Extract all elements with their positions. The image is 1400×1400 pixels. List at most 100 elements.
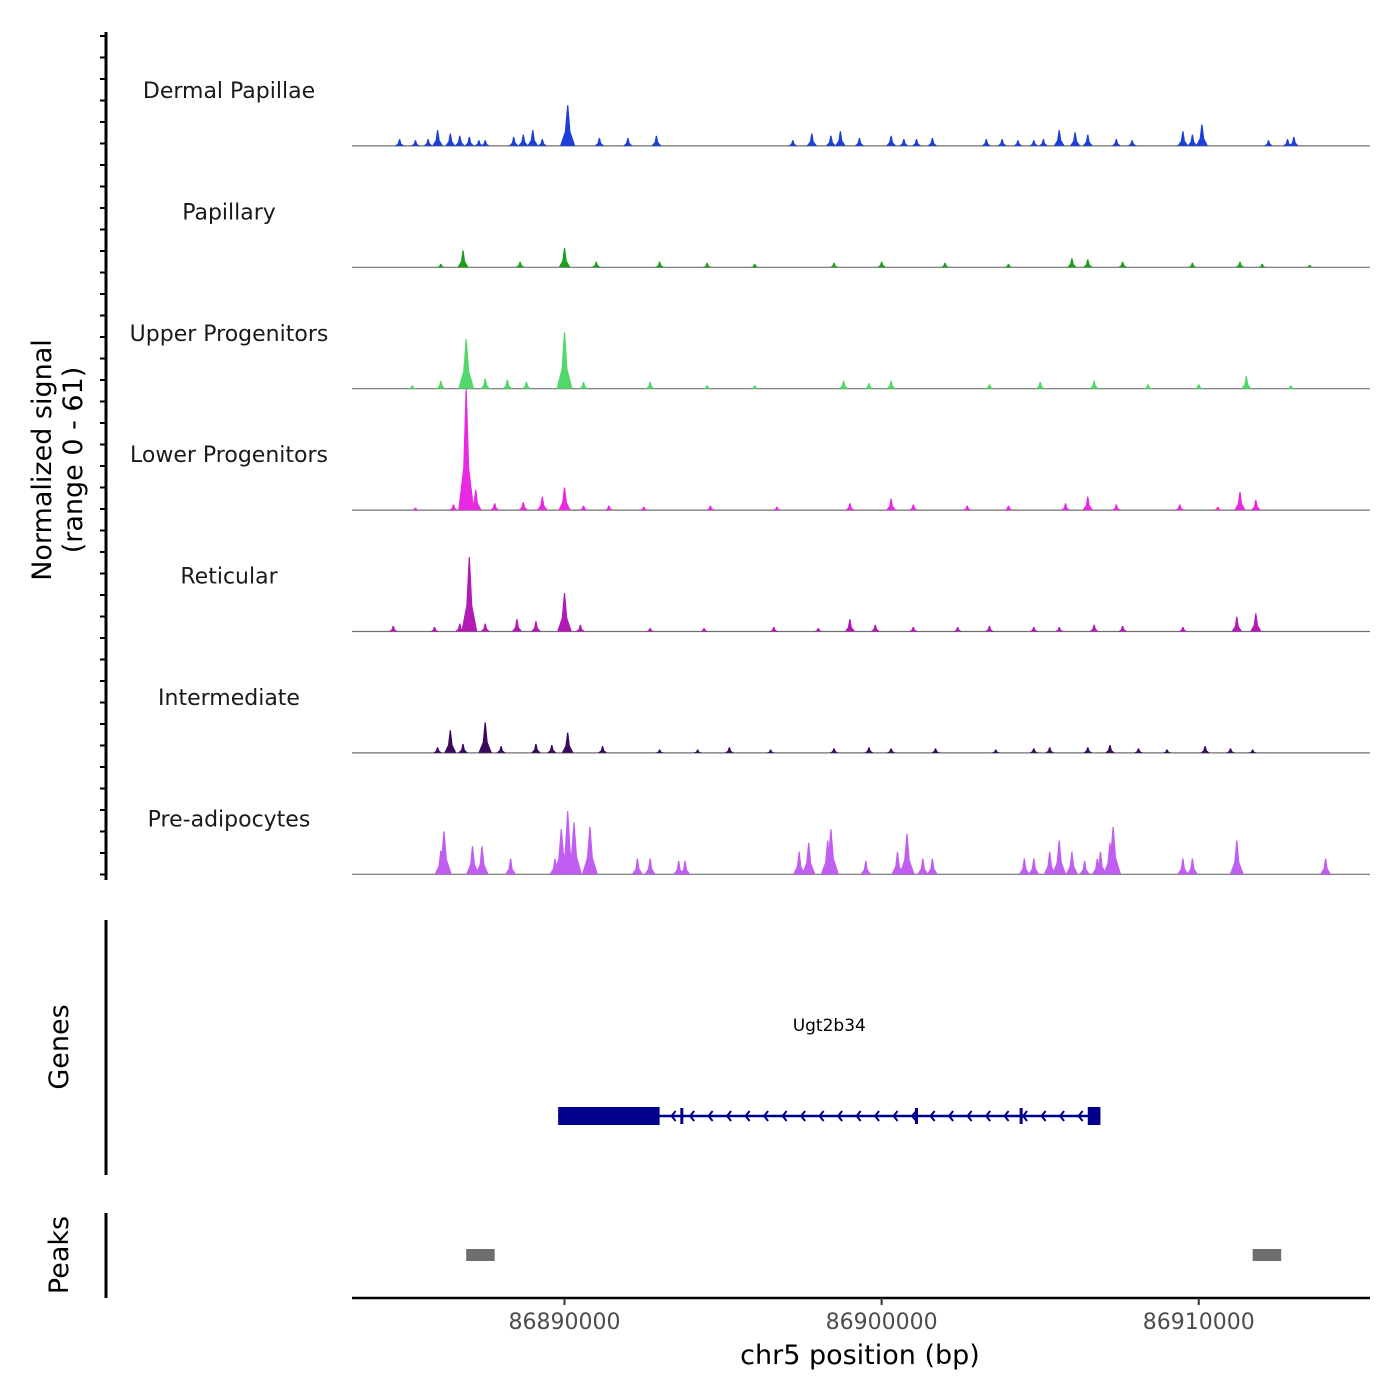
coverage-peak — [490, 503, 500, 511]
coverage-peak — [877, 261, 887, 268]
coverage-peak — [766, 749, 776, 753]
coverage-peak — [511, 619, 523, 632]
strand-arrow — [873, 1110, 880, 1122]
strand-arrow — [892, 1110, 899, 1122]
coverage-peak — [1111, 139, 1121, 146]
coverage-peak — [480, 378, 491, 389]
coverage-peak — [1082, 259, 1093, 268]
coverage-peak — [1175, 504, 1185, 511]
coverage-peak — [639, 506, 649, 511]
coverage-peak — [835, 131, 846, 146]
coverage-peak — [1143, 384, 1153, 389]
track-label: Pre-adipocytes — [148, 807, 311, 832]
coverage-peak — [1083, 747, 1093, 753]
coverage-peak — [1065, 851, 1078, 875]
track-label: Reticular — [180, 565, 278, 590]
coverage-peak — [561, 732, 574, 753]
coverage-peak — [480, 140, 490, 146]
coverage-peak — [432, 130, 444, 146]
coverage-peak — [953, 627, 963, 632]
coverage-peak — [870, 624, 880, 632]
coverage-peak — [829, 748, 839, 753]
coverage-peak — [673, 860, 684, 875]
coverage-peak — [457, 250, 469, 268]
peak-regions-track — [466, 1249, 1282, 1261]
coverage-peak — [806, 133, 818, 146]
coverage-peak — [433, 747, 443, 753]
coverage-peak — [537, 496, 548, 511]
coverage-peak — [623, 138, 633, 146]
coverage-peak — [591, 261, 601, 268]
coverage-track: Intermediate — [158, 686, 1370, 754]
coverage-peak — [991, 749, 1001, 753]
coverage-peak — [1029, 627, 1039, 632]
coverage-peak — [1035, 381, 1045, 389]
coverage-peak — [801, 842, 816, 875]
coverage-peak — [631, 858, 643, 875]
coverage-peak — [411, 507, 420, 511]
coverage-peak — [1195, 124, 1208, 146]
coverage-tracks: Dermal Papillae Papillary Upper Progenitor… — [130, 79, 1370, 875]
coverage-peak — [1045, 747, 1055, 753]
coverage-peak — [1178, 627, 1188, 632]
coverage-peak — [693, 749, 703, 753]
coverage-peak — [474, 140, 484, 146]
coverage-peak — [505, 858, 517, 875]
coverage-peak — [1229, 840, 1244, 875]
coverage-peak — [1028, 858, 1040, 875]
coverage-peak — [1111, 504, 1121, 511]
coverage-peak — [1052, 840, 1067, 875]
coverage-peak — [560, 105, 576, 146]
coverage-peak — [604, 505, 614, 511]
strand-arrow — [744, 1110, 751, 1122]
coverage-peak — [1094, 851, 1107, 875]
coverage-peak — [1069, 132, 1081, 146]
coverage-peak — [547, 745, 557, 753]
coverage-peak — [464, 136, 475, 146]
coverage-peak — [388, 625, 398, 632]
coverage-peak — [558, 487, 571, 511]
coverage-peak — [917, 858, 929, 875]
coverage-peak — [813, 628, 823, 632]
coverage-peak — [575, 624, 586, 632]
x-tick-label: 86900000 — [826, 1310, 938, 1335]
coverage-peak — [1250, 499, 1261, 511]
coverage-track: Reticular — [180, 557, 1370, 633]
coverage-track: Pre-adipocytes — [148, 807, 1370, 875]
strand-arrow — [966, 1110, 973, 1122]
coverage-peak — [825, 135, 836, 146]
gene-exon — [558, 1107, 660, 1125]
coverage-peak — [1067, 258, 1077, 268]
coverage-peak — [655, 261, 665, 268]
coverage-peak — [557, 593, 572, 632]
coverage-peak — [597, 746, 608, 753]
x-axis-title: chr5 position (bp) — [740, 1340, 980, 1371]
coverage-peak — [793, 851, 806, 875]
strand-arrow — [1058, 1110, 1065, 1122]
coverage-peak — [394, 139, 405, 146]
strand-arrow — [799, 1110, 806, 1122]
coverage-peak — [518, 134, 529, 146]
coverage-peak — [1263, 140, 1274, 146]
coverage-peak — [1118, 261, 1128, 268]
coverage-peak — [531, 743, 541, 753]
coverage-peak — [566, 822, 582, 875]
peak-region — [1252, 1249, 1282, 1261]
coverage-peak — [444, 730, 457, 753]
coverage-peak — [702, 385, 712, 389]
coverage-track: Lower Progenitors — [130, 389, 1370, 511]
coverage-peak — [1133, 748, 1143, 753]
coverage-peak — [724, 747, 734, 753]
coverage-peak — [679, 860, 691, 875]
gene-exon — [1087, 1107, 1101, 1125]
coverage-peak — [515, 261, 525, 268]
coverage-peak — [1234, 492, 1246, 511]
coverage-peak — [750, 263, 760, 268]
strand-arrow — [781, 1110, 788, 1122]
coverage-peak — [1003, 505, 1013, 511]
coverage-peak — [578, 381, 589, 389]
coverage-peak — [556, 332, 573, 389]
coverage-track: Upper Progenitors — [130, 322, 1370, 390]
strand-arrow — [929, 1110, 936, 1122]
